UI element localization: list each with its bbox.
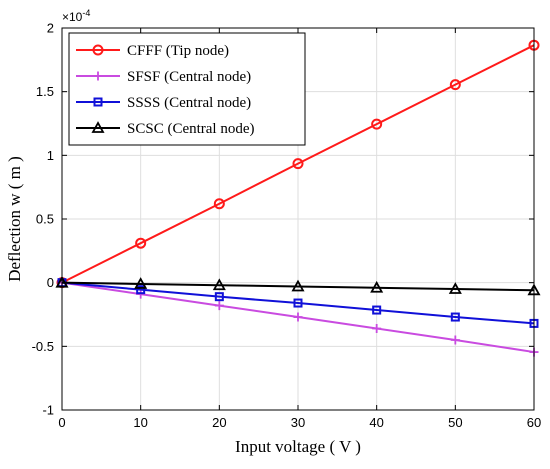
y-tick-label: 0 (47, 275, 54, 290)
x-tick-labels: 0 10 20 30 40 50 60 (58, 415, 541, 430)
data-point-marker (371, 118, 383, 130)
legend-marker (92, 44, 104, 56)
data-point-marker (134, 277, 148, 289)
legend-label: SSSS (Central node) (127, 95, 251, 111)
x-tick-label: 60 (527, 415, 541, 430)
x-tick-label: 20 (212, 415, 226, 430)
y-axis-multiplier: ×10-4 (62, 8, 90, 24)
series-line (61, 281, 535, 292)
ticks (61, 27, 535, 411)
legend-box (68, 32, 306, 146)
y-multiplier-base: ×10 (62, 10, 83, 24)
series-line (61, 281, 535, 325)
y-tick-labels: -1 -0.5 0 0.5 1 1.5 2 (32, 21, 54, 418)
data-point-marker (449, 79, 461, 91)
legend-marker (91, 121, 105, 133)
legend-item: SCSC (Central node) (76, 121, 255, 137)
data-point-marker (450, 312, 460, 322)
legend-marker (93, 71, 103, 81)
data-point-marker (293, 298, 303, 308)
data-point-marker (370, 280, 384, 293)
x-tick-label: 0 (58, 415, 65, 430)
legend-label: CFFF (Tip node) (127, 43, 229, 59)
y-tick-label: -1 (42, 403, 54, 418)
y-tick-label: 1 (47, 148, 54, 163)
x-tick-label: 30 (291, 415, 305, 430)
data-point-marker (372, 324, 382, 334)
data-point-marker (135, 237, 147, 249)
data-point-marker (292, 158, 304, 170)
legend-marker (93, 97, 103, 107)
data-point-marker (372, 305, 382, 315)
legend-item: SSSS (Central node) (76, 95, 251, 111)
data-point-marker (291, 279, 305, 292)
y-axis-title: Deflection w ( m ) (5, 156, 24, 282)
series-square (57, 278, 539, 328)
data-point-marker (450, 335, 460, 345)
y-tick-label: 2 (47, 21, 54, 36)
data-point-marker (448, 282, 462, 294)
series-line (61, 44, 535, 284)
y-tick-label: 0.5 (36, 212, 54, 227)
y-multiplier-exponent: -4 (82, 8, 90, 18)
legend-item: SFSF (Central node) (76, 69, 251, 85)
y-tick-label: -0.5 (32, 339, 54, 354)
data-point-marker (213, 198, 225, 210)
data-point-marker (214, 301, 224, 311)
legend-item: CFFF (Tip node) (76, 43, 229, 59)
data-point-marker (214, 292, 224, 302)
legend-label: SCSC (Central node) (127, 121, 255, 137)
x-tick-label: 50 (448, 415, 462, 430)
x-tick-label: 40 (369, 415, 383, 430)
x-axis-title: Input voltage ( V ) (235, 437, 361, 456)
data-point-marker (293, 312, 303, 322)
data-point-marker (136, 285, 146, 295)
x-tick-label: 10 (133, 415, 147, 430)
legend: CFFF (Tip node) SFSF (Central node) SSSS (… (68, 32, 306, 146)
legend-label: SFSF (Central node) (127, 69, 251, 85)
y-tick-label: 1.5 (36, 84, 54, 99)
data-point-marker (212, 278, 226, 291)
